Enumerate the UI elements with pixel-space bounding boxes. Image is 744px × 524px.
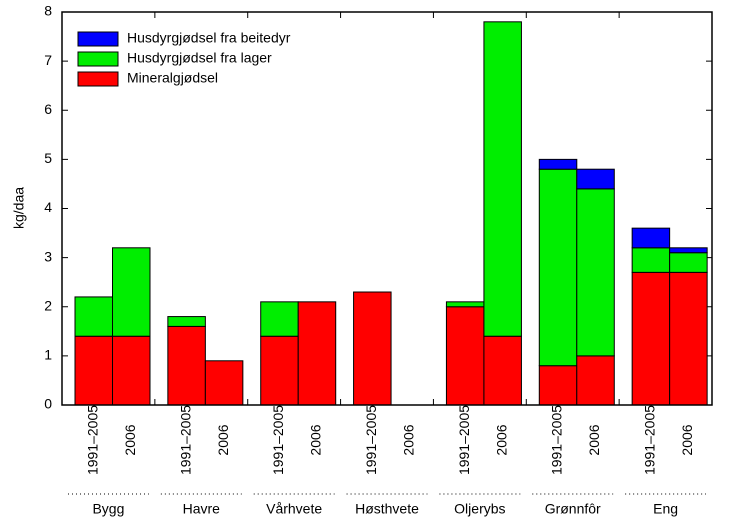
group-label: Oljerybs [454, 501, 505, 517]
x-tick-label: 1991–2005 [270, 405, 286, 475]
bar-segment [297, 301, 337, 406]
x-tick-label: 1991–2005 [84, 405, 100, 475]
y-tick-label: 3 [44, 248, 52, 264]
x-tick-label: 1991–2005 [456, 405, 472, 475]
x-tick-label: 2006 [122, 424, 138, 455]
legend-swatch [77, 51, 119, 67]
y-tick-label: 2 [44, 297, 52, 313]
bar-segment [631, 247, 671, 273]
bar-segment [74, 335, 113, 406]
bar-segment [353, 291, 392, 406]
y-tick-label: 8 [44, 3, 52, 19]
bar-segment [112, 335, 151, 406]
bar-segment [445, 301, 485, 308]
bar-segment [483, 21, 522, 337]
legend-swatch [77, 31, 119, 47]
group-label: Grønnfôr [545, 501, 601, 517]
bar-segment [669, 247, 708, 254]
bar-segment [167, 316, 206, 327]
x-tick-label: 2006 [679, 424, 695, 455]
group-label: Vårhvete [266, 501, 322, 517]
y-axis-label: kg/daa [11, 187, 27, 229]
y-tick-label: 6 [44, 101, 52, 117]
plot-frame [61, 11, 713, 406]
x-tick-label: 1991–2005 [177, 405, 193, 475]
bar-segment [631, 271, 671, 406]
group-label: Eng [653, 501, 678, 517]
bar-segment [576, 355, 615, 406]
bar-segment [538, 365, 578, 406]
group-label: Bygg [92, 501, 124, 517]
y-tick-label: 0 [44, 396, 52, 412]
bar-segment [112, 247, 151, 337]
legend-label: Mineralgjødsel [127, 70, 218, 86]
bar-segment [669, 271, 708, 406]
bar-segment [631, 227, 671, 249]
x-tick-label: 1991–2005 [549, 405, 565, 475]
bar-segment [538, 158, 578, 170]
y-tick-label: 1 [44, 347, 52, 363]
bar-segment [483, 335, 522, 406]
legend-swatch [77, 71, 119, 87]
x-tick-label: 2006 [401, 424, 417, 455]
group-label: Havre [183, 501, 221, 517]
x-tick-label: 2006 [586, 424, 602, 455]
x-tick-label: 2006 [215, 424, 231, 455]
x-tick-label: 1991–2005 [642, 405, 658, 475]
bar-segment [538, 168, 578, 367]
y-tick-label: 4 [44, 199, 52, 215]
bar-segment [74, 296, 113, 337]
bar-segment [204, 360, 244, 406]
y-tick-label: 7 [44, 52, 52, 68]
legend-label: Husdyrgjødsel fra beitedyr [127, 30, 291, 46]
bar-segment [445, 306, 485, 406]
y-tick-label: 5 [44, 150, 52, 166]
bar-segment [576, 168, 615, 190]
bar-segment [260, 335, 299, 406]
x-tick-label: 1991–2005 [363, 405, 379, 475]
bar-segment [260, 301, 299, 337]
x-tick-label: 2006 [493, 424, 509, 455]
group-label: Høsthvete [355, 501, 419, 517]
x-tick-label: 2006 [308, 424, 324, 455]
bar-segment [167, 325, 206, 406]
legend-label: Husdyrgjødsel fra lager [127, 50, 272, 66]
bar-segment [669, 252, 708, 273]
bar-segment [576, 188, 615, 357]
